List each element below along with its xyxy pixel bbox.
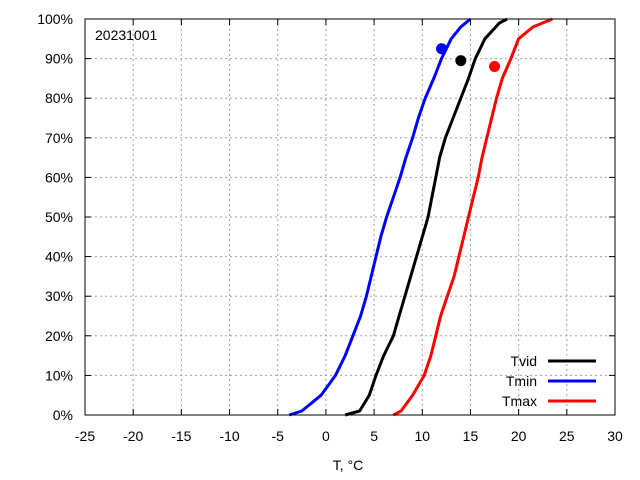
y-tick-labels: 0% 10% 20% 30% 40% 50% 60% 70% 80% 90% 100%: [37, 11, 73, 423]
axis-ticks: [84, 18, 616, 416]
series-lines: [288, 17, 553, 417]
x-tick-label: 5: [370, 428, 378, 444]
legend-label-tmin: Tmin: [506, 373, 537, 389]
series-marker-tvid: [455, 55, 467, 67]
x-tick-label: 15: [463, 428, 479, 444]
y-tick-label: 90%: [45, 51, 73, 67]
y-tick-label: 100%: [37, 11, 73, 27]
x-tick-label: 10: [414, 428, 430, 444]
x-tick-label: 25: [559, 428, 575, 444]
y-tick-label: 10%: [45, 367, 73, 383]
series-marker-tmax: [489, 61, 501, 73]
y-tick-label: 50%: [45, 209, 73, 225]
series-line-tvid: [344, 17, 508, 417]
x-tick-label: 30: [607, 428, 623, 444]
x-tick-label: -15: [171, 428, 191, 444]
y-tick-label: 20%: [45, 328, 73, 344]
grid: [85, 19, 615, 415]
series-line-tmin: [288, 17, 472, 417]
x-tick-labels: -25 -20 -15 -10 -5 0 5 10 15 20 25 30: [75, 428, 623, 444]
x-axis-label: T, °C: [333, 457, 364, 473]
y-tick-label: 0%: [53, 407, 73, 423]
legend-label-tmax: Tmax: [502, 393, 537, 409]
annotation-label: 20231001: [95, 27, 158, 43]
x-tick-label: 20: [511, 428, 527, 444]
legend: Tvid Tmin Tmax: [502, 353, 596, 409]
x-tick-label: -25: [75, 428, 95, 444]
series-marker-tmin: [436, 43, 448, 55]
series-line-tmax: [392, 17, 553, 417]
y-tick-label: 60%: [45, 169, 73, 185]
x-tick-label: 0: [322, 428, 330, 444]
x-tick-label: -5: [272, 428, 285, 444]
y-tick-label: 70%: [45, 130, 73, 146]
x-tick-label: -10: [219, 428, 239, 444]
x-tick-label: -20: [123, 428, 143, 444]
y-tick-label: 40%: [45, 249, 73, 265]
series-markers: [436, 43, 501, 73]
y-tick-label: 80%: [45, 90, 73, 106]
legend-label-tvid: Tvid: [511, 353, 537, 369]
y-tick-label: 30%: [45, 288, 73, 304]
